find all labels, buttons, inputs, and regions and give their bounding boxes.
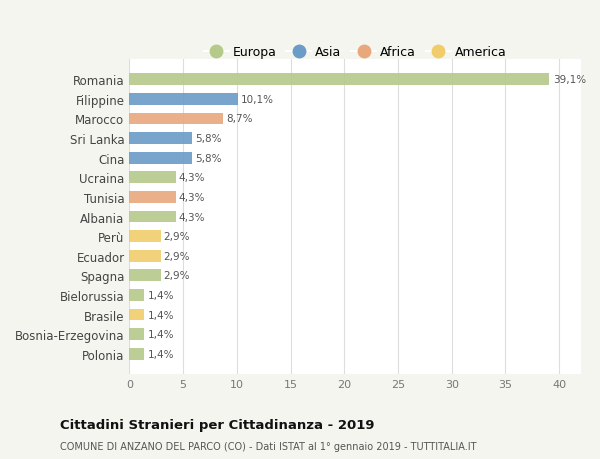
Text: 4,3%: 4,3% xyxy=(179,173,205,183)
Text: 10,1%: 10,1% xyxy=(241,95,274,105)
Legend: Europa, Asia, Africa, America: Europa, Asia, Africa, America xyxy=(199,41,511,64)
Bar xyxy=(130,250,161,262)
Bar xyxy=(130,74,550,86)
Text: 2,9%: 2,9% xyxy=(164,232,190,241)
Text: 5,8%: 5,8% xyxy=(195,134,221,144)
Bar xyxy=(130,133,191,145)
Bar xyxy=(130,94,238,106)
Bar xyxy=(130,290,145,301)
Text: 1,4%: 1,4% xyxy=(148,290,174,300)
Bar xyxy=(130,172,176,184)
Text: Cittadini Stranieri per Cittadinanza - 2019: Cittadini Stranieri per Cittadinanza - 2… xyxy=(60,418,374,431)
Text: 4,3%: 4,3% xyxy=(179,192,205,202)
Bar xyxy=(130,152,191,164)
Bar xyxy=(130,309,145,321)
Bar xyxy=(130,348,145,360)
Bar xyxy=(130,231,161,242)
Bar xyxy=(130,113,223,125)
Bar xyxy=(130,211,176,223)
Text: COMUNE DI ANZANO DEL PARCO (CO) - Dati ISTAT al 1° gennaio 2019 - TUTTITALIA.IT: COMUNE DI ANZANO DEL PARCO (CO) - Dati I… xyxy=(60,441,476,451)
Text: 8,7%: 8,7% xyxy=(226,114,253,124)
Text: 4,3%: 4,3% xyxy=(179,212,205,222)
Text: 2,9%: 2,9% xyxy=(164,271,190,281)
Text: 1,4%: 1,4% xyxy=(148,349,174,359)
Bar xyxy=(130,191,176,203)
Text: 5,8%: 5,8% xyxy=(195,153,221,163)
Text: 39,1%: 39,1% xyxy=(553,75,586,85)
Bar xyxy=(130,270,161,281)
Bar xyxy=(130,329,145,340)
Text: 1,4%: 1,4% xyxy=(148,310,174,320)
Text: 2,9%: 2,9% xyxy=(164,251,190,261)
Text: 1,4%: 1,4% xyxy=(148,330,174,339)
